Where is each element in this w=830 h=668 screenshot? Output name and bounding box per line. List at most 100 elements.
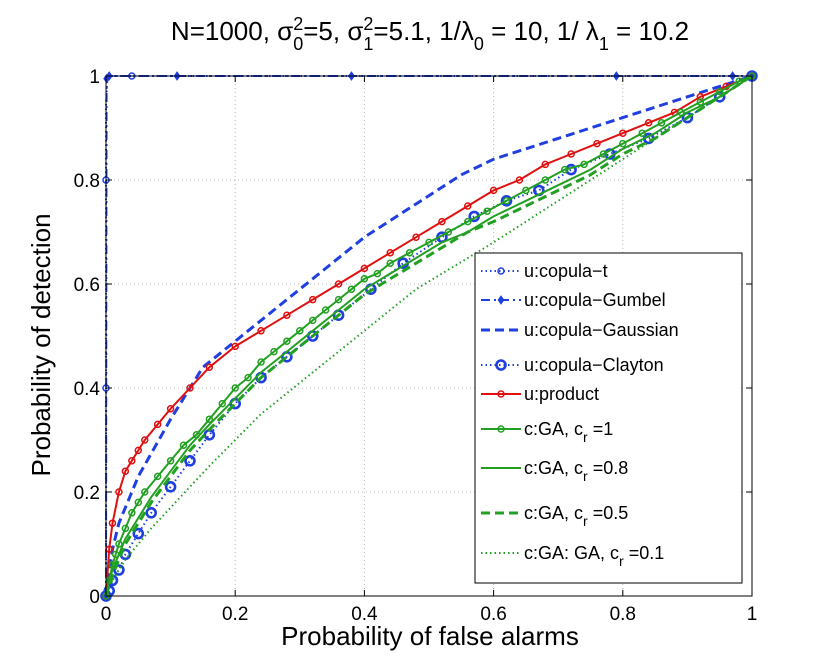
series-line-6 (105, 75, 753, 597)
series-5-point (218, 399, 227, 408)
series-5-point (599, 150, 608, 158)
title-sup1: 2 (363, 14, 373, 34)
series-5-point (257, 358, 265, 366)
series-4-point (464, 202, 472, 210)
legend-label-7: c:GA, cr =0.5 (524, 503, 628, 529)
legend-label-2: u:copula−Gaussian (524, 320, 679, 340)
series-5-point (231, 384, 239, 392)
legend-marker-5 (497, 425, 505, 433)
legend-label-main: c:GA: GA, c (524, 543, 619, 563)
series-4-point (644, 119, 653, 127)
title-sup0: 2 (293, 14, 303, 34)
series-4-point (567, 150, 575, 158)
legend-marker-4 (497, 390, 505, 398)
series-5-point (321, 306, 330, 314)
series-5-point (205, 415, 214, 423)
series-5-point (715, 87, 724, 96)
legend-label-tail: =0.8 (588, 458, 629, 478)
series-4-point (153, 420, 162, 429)
x-tick-label: 0.4 (351, 604, 378, 625)
legend-entry-2: u:copula−Gaussian (481, 320, 679, 340)
legend-label-6: c:GA, cr =0.8 (524, 458, 628, 484)
series-5-point (347, 285, 356, 293)
legend-box (474, 252, 743, 584)
series-4-point (141, 436, 149, 444)
series-line-5 (105, 75, 753, 597)
title-sub3: 1 (599, 34, 609, 54)
series-5-point (308, 316, 317, 325)
series-8 (105, 75, 753, 597)
series-5-point (464, 217, 472, 226)
legend-label-main: u:copula−Clayton (524, 355, 664, 375)
legend-entry-3: u:copula−Clayton (481, 355, 664, 375)
series-5-point (128, 509, 136, 517)
x-axis-label: Probability of false alarms (281, 621, 579, 651)
series-4-point (412, 233, 420, 241)
series-5-point (502, 197, 511, 205)
series-5-point (334, 295, 343, 304)
series-4-point (128, 457, 136, 465)
legend-entry-5: c:GA, cr =1 (481, 419, 613, 445)
x-tick-label: 0 (101, 604, 112, 625)
series-4-point (593, 139, 601, 148)
title-suffix: = 10.2 (609, 16, 689, 46)
legend-label-tail: =1 (588, 419, 614, 439)
series-5-point (580, 160, 588, 169)
legend-label-main: c:GA, c (524, 458, 583, 478)
series-line-7 (104, 74, 753, 597)
legend-label-tail: =0.5 (588, 503, 629, 523)
title-mid1: =5, σ (303, 16, 363, 46)
series-3-point (113, 564, 125, 576)
legend-label-main: u:copula−Gaussian (524, 320, 679, 340)
series-4-point (166, 405, 175, 413)
series-4-point (134, 446, 143, 455)
legend-label-tail: =0.1 (624, 543, 665, 563)
series-5-point (373, 269, 382, 278)
series-5-point (115, 540, 123, 548)
y-tick-label: 0.6 (74, 275, 100, 296)
series-4-point (283, 311, 291, 319)
series-line-4 (105, 75, 753, 597)
series-4-point (205, 363, 214, 371)
y-tick-label: 0 (89, 587, 100, 608)
x-tick-label: 1 (747, 604, 758, 625)
series-line-3 (105, 75, 753, 597)
series-7 (104, 74, 753, 597)
legend-label-8: c:GA: GA, cr =0.1 (524, 543, 664, 569)
series-5-point (270, 347, 278, 356)
series-5-point (560, 165, 569, 174)
legend: u:copula−t u:copula−Gumbel u:copula−Gaussi… (474, 252, 743, 584)
series-4-point (308, 295, 317, 304)
legend-marker-0 (497, 267, 505, 275)
legend-label-sub: r (583, 513, 588, 529)
axes-box (105, 75, 753, 597)
series-6 (105, 75, 753, 597)
x-tick-label: 0.2 (222, 604, 248, 625)
series-5 (102, 72, 756, 600)
series-4-point (121, 467, 130, 475)
legend-entry-7: c:GA, cr =0.5 (481, 503, 628, 529)
title-sub2: 0 (474, 34, 484, 54)
legend-entry-1: u:copula−Gumbel (481, 290, 666, 310)
legend-entry-0: u:copula−t (481, 261, 608, 281)
series-5-point (657, 119, 666, 127)
title-mid2: =5.1, 1/λ (373, 16, 473, 46)
series-4-point (231, 342, 239, 351)
legend-label-5: c:GA, cr =1 (524, 419, 613, 445)
series-4-point (108, 519, 117, 527)
series-5-point (166, 457, 175, 465)
series-4-point (515, 176, 524, 184)
series-4-point (619, 129, 627, 137)
legend-label-main: u:copula−t (524, 261, 608, 281)
legend-marker-1 (497, 295, 505, 305)
legend-label-main: u:product (524, 384, 599, 404)
series-4-point (257, 327, 265, 335)
series-5-point (360, 275, 369, 283)
series-5-point (121, 524, 130, 533)
series-5-point (179, 441, 188, 449)
legend-label-4: u:product (524, 384, 599, 404)
y-tick-label: 0.8 (74, 171, 100, 192)
series-line-2 (104, 74, 753, 597)
series-3-point (145, 506, 158, 519)
